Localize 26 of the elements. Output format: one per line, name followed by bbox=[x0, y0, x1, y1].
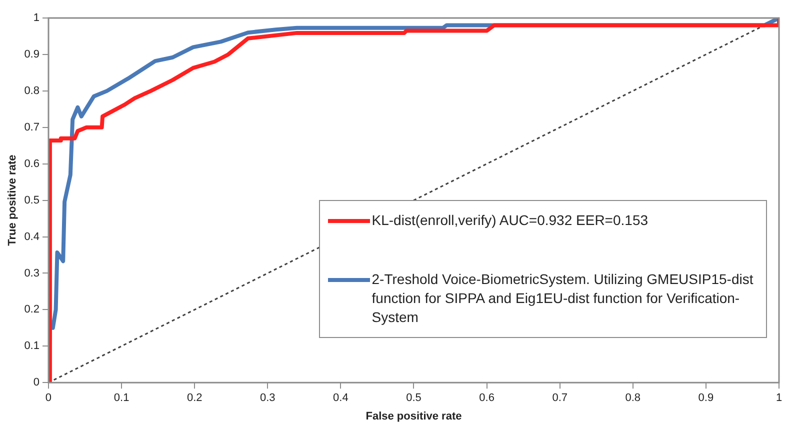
x-tick-label: 0.3 bbox=[260, 392, 276, 404]
y-tick-label: 0.4 bbox=[24, 230, 40, 243]
y-tick-label: 0 bbox=[33, 376, 40, 389]
x-tick-label: 1 bbox=[776, 392, 782, 404]
legend-label: KL-dist(enroll,verify) AUC=0.932 EER=0.153 bbox=[372, 211, 648, 230]
y-tick-label: 0.6 bbox=[24, 158, 40, 170]
x-tick-label: 0.8 bbox=[625, 392, 641, 404]
y-tick-label: 0.1 bbox=[24, 340, 40, 352]
x-tick-label: 0.5 bbox=[406, 392, 422, 404]
x-axis-title: False positive rate bbox=[366, 410, 462, 422]
y-tick-label: 0.2 bbox=[24, 304, 40, 316]
x-tick-label: 0.9 bbox=[698, 392, 714, 404]
y-tick-label: 0.5 bbox=[24, 194, 40, 206]
x-tick-label: 0 bbox=[45, 392, 52, 404]
legend-label: 2-Treshold Voice-BiometricSystem. Utilizing GMEUSIP15-dist function for SIPPA and Eig1EU-dist function for Verification-System bbox=[372, 270, 754, 328]
y-tick-label: 0.7 bbox=[24, 121, 40, 134]
x-tick-label: 0.2 bbox=[186, 392, 202, 404]
y-tick-label: 0.3 bbox=[24, 267, 40, 280]
x-tick-label: 0.7 bbox=[552, 392, 568, 404]
y-tick-label: 1 bbox=[33, 12, 40, 24]
y-tick-label: 0.8 bbox=[24, 84, 40, 97]
x-tick-label: 0.6 bbox=[479, 392, 494, 404]
y-tick-label: 0.9 bbox=[24, 48, 40, 60]
x-tick-label: 0.4 bbox=[333, 392, 348, 404]
x-tick-label: 0.1 bbox=[114, 392, 130, 404]
y-axis-title: True positive rate bbox=[6, 154, 19, 246]
